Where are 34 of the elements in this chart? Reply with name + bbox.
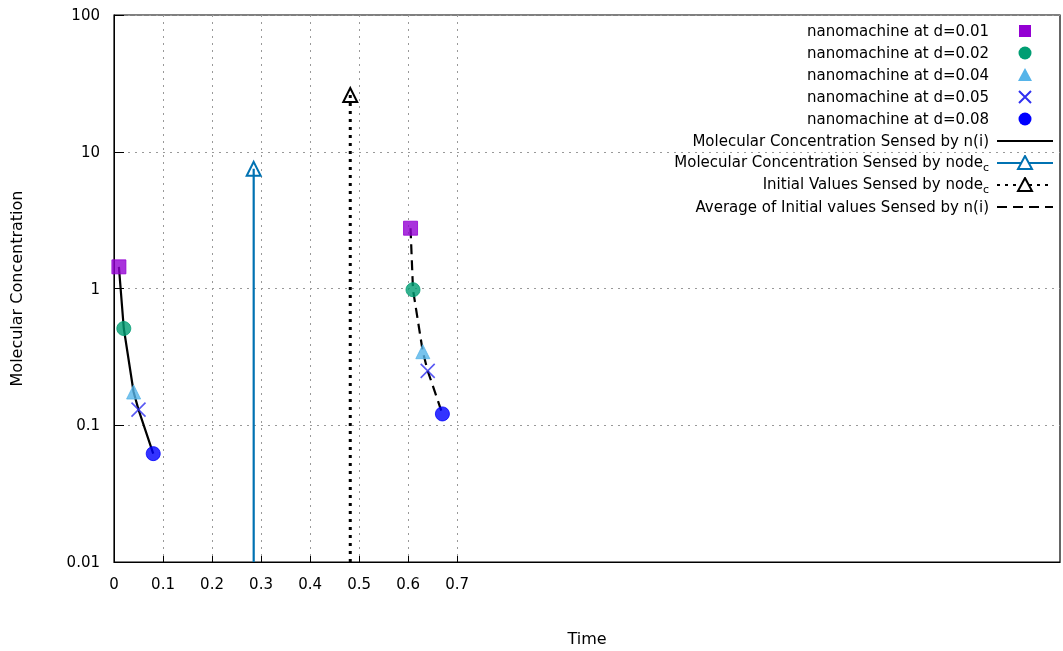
legend-label: Initial Values Sensed by node$_{c}$ bbox=[762, 174, 989, 196]
x-tick-label: 0 bbox=[109, 574, 119, 593]
point bbox=[403, 220, 419, 236]
y-tick-label: 10 bbox=[80, 142, 100, 161]
legend-label: nanomachine at d=0.01 bbox=[807, 22, 989, 40]
x-tick-label: 0.2 bbox=[200, 574, 224, 593]
legend-label: Average of Initial values Sensed by n(i) bbox=[695, 198, 989, 216]
legend-label: Molecular Concentration Sensed by n(i) bbox=[692, 132, 989, 150]
y-axis-title: Molecular Concentration bbox=[6, 190, 26, 387]
x-tick-label: 0.5 bbox=[347, 574, 372, 593]
legend-label: Molecular Concentration Sensed by node$_{c}$ bbox=[674, 152, 989, 174]
point bbox=[130, 401, 147, 418]
point bbox=[415, 344, 431, 360]
point bbox=[111, 259, 127, 275]
point bbox=[145, 446, 161, 462]
point bbox=[126, 384, 142, 400]
x-tick-label: 0.1 bbox=[151, 574, 175, 593]
x-tick-label: 0.6 bbox=[396, 574, 421, 593]
y-tick-label: 1 bbox=[90, 279, 100, 298]
point bbox=[116, 320, 132, 336]
legend-label: nanomachine at d=0.02 bbox=[807, 44, 989, 62]
x-axis-title: Time bbox=[566, 628, 607, 648]
y-tick-label: 100 bbox=[71, 6, 100, 24]
x-tick-label: 0.7 bbox=[445, 574, 470, 593]
x-tick-label: 0.4 bbox=[298, 574, 322, 593]
point bbox=[405, 282, 421, 298]
legend-label: nanomachine at d=0.05 bbox=[807, 88, 989, 106]
legend-label: nanomachine at d=0.08 bbox=[807, 110, 989, 128]
legend-label: nanomachine at d=0.04 bbox=[807, 66, 989, 84]
point bbox=[434, 406, 450, 422]
y-tick-label: 0.01 bbox=[66, 553, 100, 571]
point bbox=[419, 363, 436, 379]
x-tick-label: 0.3 bbox=[249, 574, 273, 593]
y-tick-label: 0.1 bbox=[76, 416, 100, 435]
